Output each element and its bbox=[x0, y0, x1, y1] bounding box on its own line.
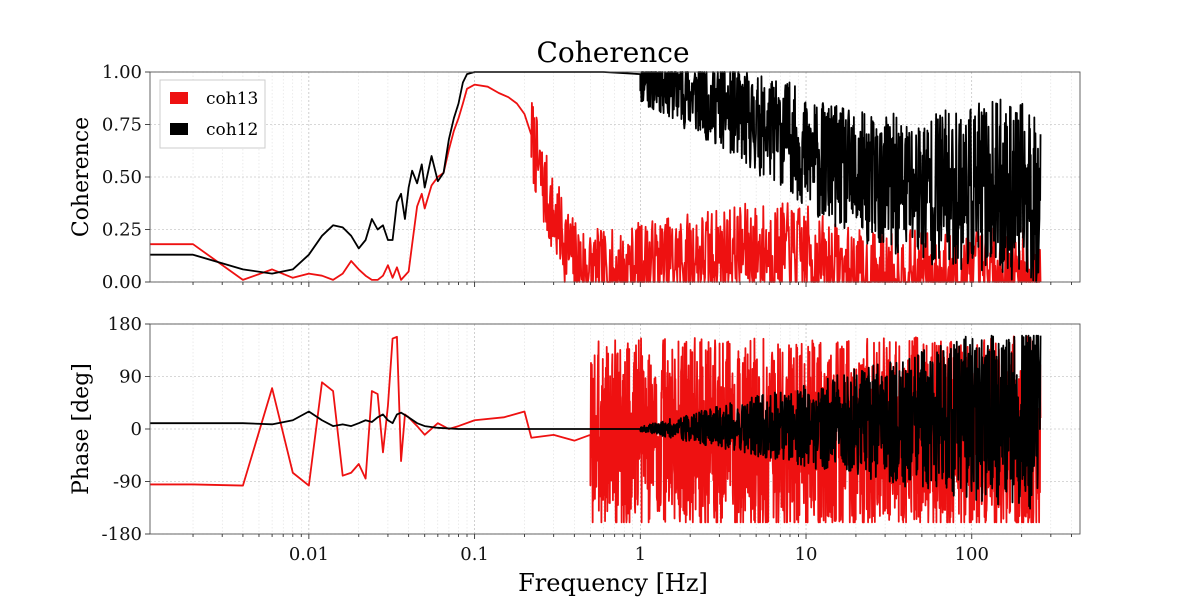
y-tick-label: 0.25 bbox=[102, 220, 142, 241]
coherence-series bbox=[150, 71, 1042, 283]
chart-title: Coherence bbox=[536, 36, 689, 69]
x-tick-label: 1 bbox=[635, 544, 646, 565]
y-tick-label: -90 bbox=[113, 472, 142, 493]
y-tick-label: -180 bbox=[102, 524, 142, 545]
legend-swatch-coh13 bbox=[170, 92, 188, 104]
x-tick-label: 0.01 bbox=[289, 544, 329, 565]
phase-y-ticks: -180 -90 0 90 180 bbox=[102, 314, 1072, 545]
x-tick-label: 10 bbox=[795, 544, 818, 565]
y-tick-label: 90 bbox=[119, 367, 142, 388]
coherence-y-ticks: 0.00 0.25 0.50 0.75 1.00 bbox=[102, 62, 1072, 293]
y-tick-label: 0 bbox=[131, 419, 142, 440]
series-line-coh13-coherence bbox=[150, 83, 1042, 283]
y-tick-label: 0.75 bbox=[102, 115, 142, 136]
legend-label-coh12: coh12 bbox=[206, 120, 258, 140]
frequency-x-ticks: 0.01 0.1 1 10 100 bbox=[289, 544, 989, 565]
legend-box bbox=[159, 79, 266, 149]
legend: coh13 coh12 bbox=[159, 79, 266, 149]
phase-y-axis-label: Phase [deg] bbox=[69, 363, 94, 495]
legend-swatch-coh12 bbox=[170, 123, 188, 135]
series-line-coh12-phase bbox=[150, 334, 1042, 510]
y-tick-label: 1.00 bbox=[102, 62, 142, 83]
coherence-y-axis-label: Coherence bbox=[69, 117, 94, 237]
y-tick-label: 0.00 bbox=[102, 272, 142, 293]
legend-label-coh13: coh13 bbox=[206, 89, 258, 109]
frequency-x-axis-label: Frequency [Hz] bbox=[518, 569, 708, 597]
y-tick-label: 180 bbox=[108, 314, 142, 335]
series-line-coh12-coherence bbox=[150, 71, 1042, 283]
x-tick-label: 0.1 bbox=[460, 544, 489, 565]
phase-series bbox=[150, 334, 1042, 524]
coherence-panel: 0.00 0.25 0.50 0.75 1.00 Coherence coh13 coh… bbox=[69, 62, 1081, 293]
y-tick-label: 0.50 bbox=[102, 167, 142, 188]
x-tick-label: 100 bbox=[955, 544, 989, 565]
series-line-coh13-phase bbox=[150, 335, 1042, 524]
